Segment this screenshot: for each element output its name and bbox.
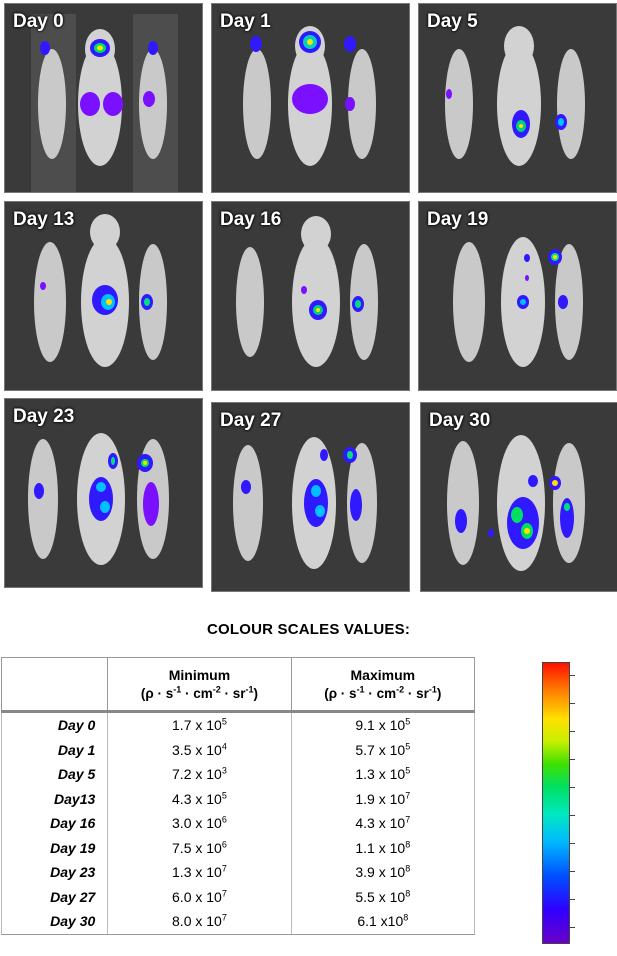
colour-bar-tick <box>570 759 575 760</box>
row-minimum: 8.0 x 107 <box>107 909 292 935</box>
row-maximum: 5.5 x 108 <box>290 884 476 909</box>
mouse-image <box>5 399 202 587</box>
imaging-panel-day-13: Day 13 <box>4 201 203 391</box>
row-maximum: 1.9 x 107 <box>290 786 476 811</box>
table-row: Day 23 1.3 x 107 3.9 x 108 <box>0 860 476 885</box>
colour-bar-tick <box>570 675 575 676</box>
mouse-image <box>5 202 202 390</box>
row-day: Day 1 <box>0 737 109 762</box>
table-row: Day 27 6.0 x 107 5.5 x 108 <box>0 884 476 909</box>
row-minimum: 4.3 x 105 <box>107 786 292 811</box>
header-minimum: Minimum (ρ · s-1 · cm-2 · sr-1) <box>107 657 292 712</box>
row-minimum: 1.7 x 105 <box>107 711 292 738</box>
mouse-image <box>5 4 202 192</box>
row-maximum: 9.1 x 105 <box>290 711 476 738</box>
colour-bar-tick <box>570 787 575 788</box>
table-row: Day13 4.3 x 105 1.9 x 107 <box>0 786 476 811</box>
colour-bar-tick <box>570 703 575 704</box>
mouse-image <box>421 403 617 591</box>
row-maximum: 5.7 x 105 <box>290 737 476 762</box>
imaging-panel-day-19: Day 19 <box>418 201 617 391</box>
table-row: Day 1 3.5 x 104 5.7 x 105 <box>0 737 476 762</box>
colour-bar-tick <box>570 927 575 928</box>
colour-bar-tick <box>570 815 575 816</box>
header-minimum-label: Minimum <box>168 666 231 683</box>
table-row: Day 30 8.0 x 107 6.1 x108 <box>0 909 476 935</box>
row-day: Day 27 <box>0 884 109 909</box>
panel-label: Day 1 <box>220 11 271 32</box>
table-row: Day 19 7.5 x 106 1.1 x 108 <box>0 835 476 860</box>
colour-bar-tick <box>570 871 575 872</box>
imaging-panel-day-27: Day 27 <box>211 402 410 592</box>
table-header-row: Minimum (ρ · s-1 · cm-2 · sr-1) Maximum … <box>0 657 476 712</box>
mouse-image <box>212 403 409 591</box>
row-minimum: 3.0 x 106 <box>107 811 292 836</box>
header-maximum-unit: (ρ · s-1 · cm-2 · sr-1) <box>324 684 442 701</box>
mouse-image <box>419 202 616 390</box>
imaging-panel-day-5: Day 5 <box>418 3 617 193</box>
table-row: Day 5 7.2 x 103 1.3 x 105 <box>0 762 476 787</box>
imaging-panel-day-23: Day 23 <box>4 398 203 588</box>
imaging-panel-day-0: Day 0 <box>4 3 203 193</box>
imaging-panel-day-30: Day 30 <box>420 402 617 592</box>
header-maximum: Maximum (ρ · s-1 · cm-2 · sr-1) <box>290 657 476 712</box>
row-maximum: 1.1 x 108 <box>290 835 476 860</box>
colour-bar-tick <box>570 731 575 732</box>
imaging-panel-day-1: Day 1 <box>211 3 410 193</box>
header-minimum-unit: (ρ · s-1 · cm-2 · sr-1) <box>140 684 259 701</box>
colour-scale-bar <box>542 662 570 944</box>
row-maximum: 4.3 x 107 <box>290 811 476 836</box>
row-day: Day 19 <box>0 835 109 860</box>
panel-label: Day 16 <box>220 209 282 230</box>
row-day: Day 30 <box>0 909 109 935</box>
row-maximum: 3.9 x 108 <box>290 860 476 885</box>
row-day: Day 0 <box>0 711 109 738</box>
row-minimum: 6.0 x 107 <box>107 884 292 909</box>
row-minimum: 1.3 x 107 <box>107 860 292 885</box>
row-minimum: 7.5 x 106 <box>107 835 292 860</box>
mouse-image <box>419 4 616 192</box>
colour-scale-table: Minimum (ρ · s-1 · cm-2 · sr-1) Maximum … <box>0 657 476 935</box>
imaging-panel-day-16: Day 16 <box>211 201 410 391</box>
row-minimum: 7.2 x 103 <box>107 762 292 787</box>
row-minimum: 3.5 x 104 <box>107 737 292 762</box>
panel-label: Day 23 <box>13 406 75 427</box>
panel-label: Day 30 <box>429 410 491 431</box>
panel-label: Day 5 <box>427 11 478 32</box>
colour-bar-tick <box>570 899 575 900</box>
mouse-image <box>212 4 409 192</box>
row-day: Day 5 <box>0 762 109 787</box>
row-maximum: 6.1 x108 <box>290 909 476 935</box>
row-day: Day 16 <box>0 811 109 836</box>
colour-scales-heading: COLOUR SCALES VALUES: <box>206 621 411 638</box>
panel-label: Day 27 <box>220 410 282 431</box>
table-row: Day 0 1.7 x 105 9.1 x 105 <box>0 711 476 738</box>
panel-label: Day 0 <box>13 11 64 32</box>
header-corner-cell <box>0 657 109 712</box>
colour-bar-tick <box>570 843 575 844</box>
mouse-image <box>212 202 409 390</box>
header-maximum-label: Maximum <box>350 666 416 683</box>
row-day: Day13 <box>0 786 109 811</box>
row-maximum: 1.3 x 105 <box>290 762 476 787</box>
panel-label: Day 13 <box>13 209 75 230</box>
row-day: Day 23 <box>0 860 109 885</box>
panel-label: Day 19 <box>427 209 489 230</box>
table-row: Day 16 3.0 x 106 4.3 x 107 <box>0 811 476 836</box>
